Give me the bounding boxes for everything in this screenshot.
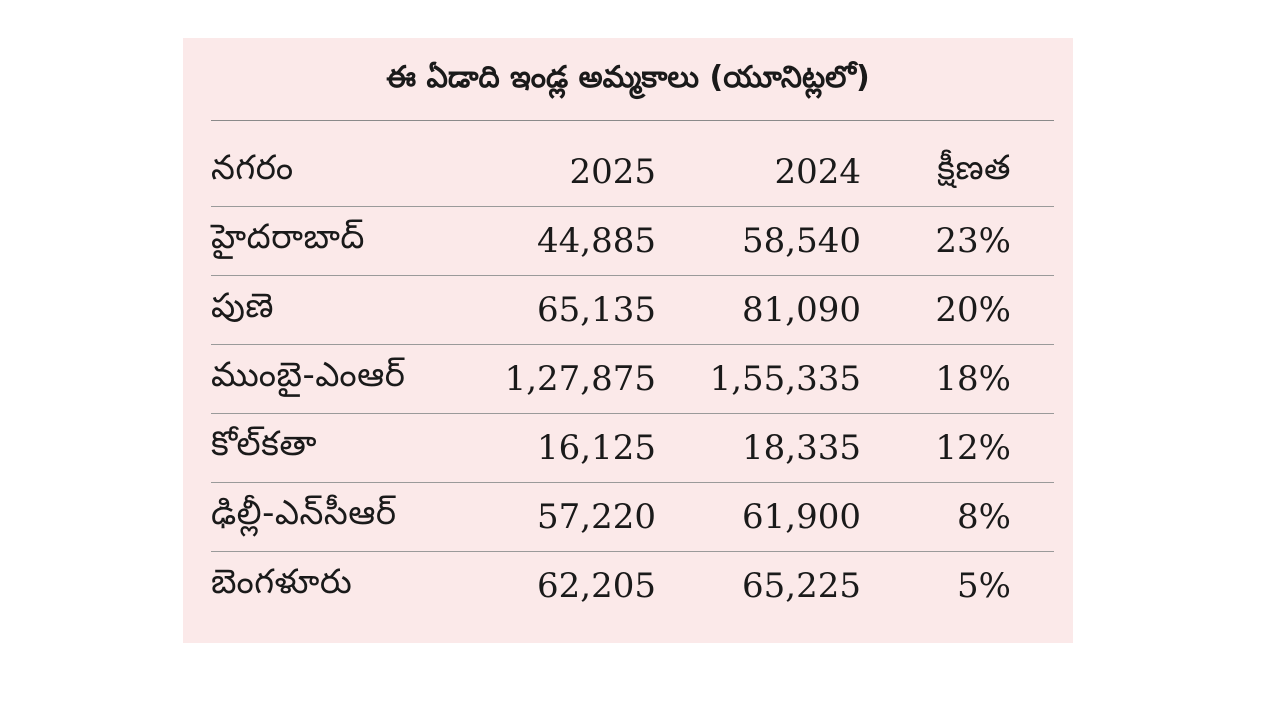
- cell-2025: 16,125: [481, 413, 656, 483]
- cell-2024: 61,900: [656, 482, 861, 552]
- table-row: ముంబై-ఎంఆర్ 1,27,875 1,55,335 18%: [211, 344, 1054, 414]
- cell-decline: 20%: [861, 275, 1054, 345]
- table-row: పుణె 65,135 81,090 20%: [211, 275, 1054, 345]
- table-row: బెంగళూరు 62,205 65,225 5%: [211, 552, 1054, 621]
- cell-decline: 5%: [957, 566, 1011, 606]
- table-row: హైదరాబాద్ 44,885 58,540 23%: [211, 206, 1054, 276]
- cell-2025: 57,220: [481, 482, 656, 552]
- cell-2024: 1,55,335: [656, 344, 861, 414]
- header-2025: 2025: [481, 138, 656, 207]
- cell-2024: 65,225: [742, 566, 861, 606]
- header-city: నగరం: [211, 138, 481, 207]
- cell-2025: 1,27,875: [481, 344, 656, 414]
- cell-2024: 81,090: [656, 275, 861, 345]
- table-title: ఈ ఏడాది ఇండ్ల అమ్మకాలు (యూనిట్లలో): [386, 60, 870, 95]
- cell-city: ఢిల్లీ-ఎన్‌సీఆర్: [211, 482, 481, 552]
- cell-2025: 65,135: [481, 275, 656, 345]
- table-row: ఢిల్లీ-ఎన్‌సీఆర్ 57,220 61,900 8%: [211, 482, 1054, 552]
- header-decline: క్షీణత: [861, 138, 1054, 207]
- cell-city: హైదరాబాద్: [211, 206, 481, 276]
- cell-city: కోల్‌కతా: [211, 413, 481, 483]
- cell-decline: 12%: [861, 413, 1054, 483]
- cell-2024: 58,540: [656, 206, 861, 276]
- cell-decline: 23%: [861, 206, 1054, 276]
- header-row: నగరం 2025 2024 క్షీణత: [211, 138, 1054, 207]
- sales-table-card: ఈ ఏడాది ఇండ్ల అమ్మకాలు (యూనిట్లలో) నగరం …: [183, 38, 1073, 643]
- cell-2025: 44,885: [481, 206, 656, 276]
- cell-2024: 18,335: [656, 413, 861, 483]
- cell-2025: 62,205: [537, 566, 656, 606]
- cell-city: బెంగళూరు: [211, 562, 353, 602]
- cell-city: ముంబై-ఎంఆర్: [211, 344, 481, 414]
- header-2024: 2024: [656, 138, 861, 207]
- cell-city: పుణె: [211, 275, 481, 345]
- cell-decline: 8%: [861, 482, 1054, 552]
- title-divider: [211, 120, 1054, 121]
- sales-table: నగరం 2025 2024 క్షీణత హైదరాబాద్ 44,885 5…: [211, 138, 1054, 620]
- table-row: కోల్‌కతా 16,125 18,335 12%: [211, 413, 1054, 483]
- cell-decline: 18%: [861, 344, 1054, 414]
